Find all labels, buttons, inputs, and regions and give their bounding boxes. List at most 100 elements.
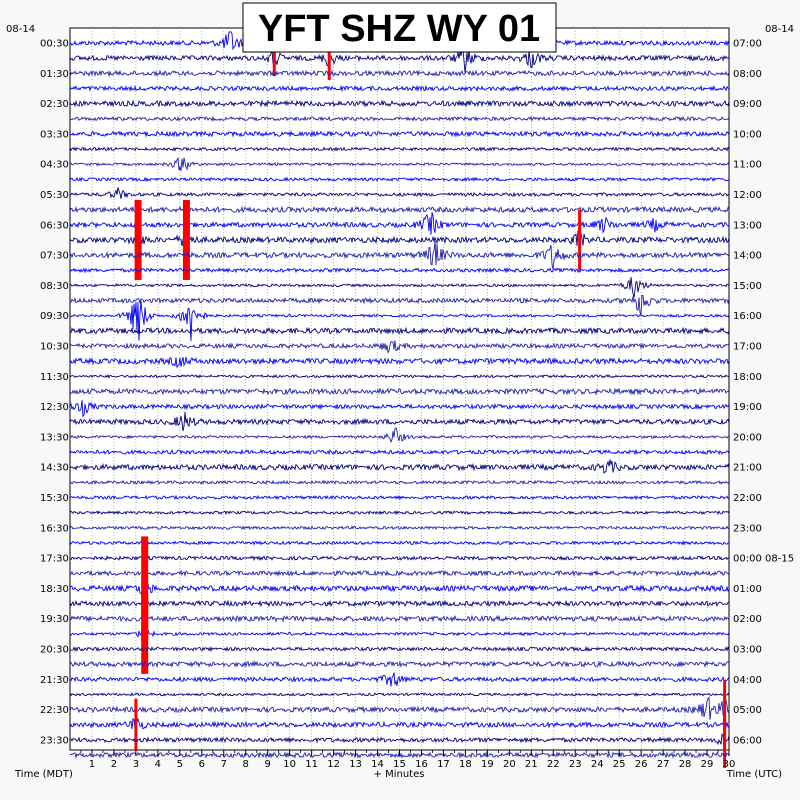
x-tick-label: 18 — [459, 759, 472, 770]
left-time-label: 10:30 — [40, 342, 69, 353]
seismic-trace — [69, 387, 730, 396]
right-time-label: 18:00 — [733, 372, 762, 383]
x-axis-label: + Minutes — [374, 769, 425, 780]
left-time-label: 08:30 — [40, 281, 69, 292]
x-tick-label: 27 — [657, 759, 670, 770]
left-time-label: 11:30 — [40, 372, 69, 383]
right-time-label: 15:00 — [733, 281, 762, 292]
left-time-label: 22:30 — [40, 705, 69, 716]
left-time-label: 09:30 — [40, 311, 69, 322]
right-time-label: 17:00 — [733, 342, 762, 353]
left-date-label: 08-14 — [6, 24, 35, 35]
left-time-label: 01:30 — [40, 69, 69, 80]
seismic-trace — [69, 187, 730, 199]
left-time-label: 14:30 — [40, 463, 69, 474]
left-time-label: 23:30 — [40, 735, 69, 746]
seismic-trace — [69, 99, 730, 108]
x-tick-label: 25 — [613, 759, 626, 770]
left-time-label: 16:30 — [40, 523, 69, 534]
x-tick-label: 17 — [437, 759, 450, 770]
clipped-event — [578, 209, 582, 270]
seismic-trace — [69, 69, 730, 78]
x-tick-label: 22 — [547, 759, 560, 770]
right-time-label: 06:00 — [733, 735, 762, 746]
seismic-traces — [69, 31, 730, 768]
seismic-trace — [69, 696, 730, 720]
x-tick-label: 19 — [481, 759, 494, 770]
seismic-trace — [69, 717, 730, 730]
seismic-trace — [69, 228, 730, 252]
seismic-trace — [69, 569, 730, 578]
seismic-trace — [69, 645, 730, 653]
x-tick-label: 2 — [111, 759, 117, 770]
seismic-trace — [69, 692, 730, 697]
seismic-trace — [69, 614, 730, 623]
seismic-trace — [69, 212, 730, 235]
seismic-trace — [69, 510, 730, 516]
x-tick-label: 11 — [305, 759, 318, 770]
seismic-trace — [69, 300, 730, 342]
left-time-label: 03:30 — [40, 129, 69, 140]
right-time-label: 13:00 — [733, 220, 762, 231]
left-time-label: 04:30 — [40, 160, 69, 171]
seismic-trace — [69, 277, 729, 298]
seismic-trace — [69, 130, 730, 138]
left-time-label: 18:30 — [40, 584, 69, 595]
right-time-label: 11:00 — [733, 160, 762, 171]
x-tick-label: 9 — [265, 759, 271, 770]
left-time-label: 15:30 — [40, 493, 69, 504]
seismic-trace — [69, 48, 730, 73]
x-tick-label: 13 — [349, 759, 362, 770]
x-tick-label: 24 — [591, 759, 604, 770]
left-time-label: 21:30 — [40, 675, 69, 686]
right-time-label: 02:00 — [733, 614, 762, 625]
x-tick-label: 15 — [393, 759, 406, 770]
seismic-trace — [70, 479, 730, 485]
right-time-label: 10:00 — [733, 129, 762, 140]
seismic-trace — [69, 411, 730, 432]
chart-title: YFT SHZ WY 01 — [258, 8, 540, 50]
seismic-trace — [69, 176, 730, 183]
seismic-trace — [69, 555, 730, 562]
clipped-event — [327, 36, 331, 81]
right-time-labels: 07:00 08:00 09:00 10:00 11:00 12:00 13:00 14:00… — [733, 39, 794, 747]
left-time-label: 05:30 — [40, 190, 69, 201]
right-time-label: 21:00 — [733, 463, 762, 474]
seismic-trace — [69, 295, 730, 316]
seismic-trace — [69, 267, 730, 274]
x-axis-label-left: Time (MDT) — [14, 769, 73, 780]
seismic-trace — [69, 540, 730, 546]
seismic-trace — [69, 115, 730, 122]
seismic-trace — [69, 146, 730, 152]
right-time-label: 20:00 — [733, 432, 762, 443]
seismic-trace — [69, 672, 730, 687]
seismic-trace — [69, 448, 730, 456]
seismic-trace — [70, 156, 730, 172]
x-tick-label: 7 — [221, 759, 227, 770]
x-tick-label: 8 — [243, 759, 249, 770]
left-time-label: 20:30 — [40, 645, 69, 656]
right-time-label: 07:00 — [733, 39, 762, 50]
right-date-label: 08-14 — [765, 24, 794, 35]
seismic-trace — [69, 579, 730, 596]
seismic-trace — [69, 525, 730, 531]
left-time-label: 12:30 — [40, 402, 69, 413]
x-tick-label: 21 — [525, 759, 538, 770]
x-axis-label-right: Time (UTC) — [726, 769, 782, 780]
clipped-event — [134, 698, 138, 751]
seismic-trace — [69, 340, 730, 354]
x-tick-label: 29 — [701, 759, 714, 770]
seismic-trace — [69, 660, 730, 668]
right-time-label: 03:00 — [733, 645, 762, 656]
x-tick-label: 10 — [283, 759, 296, 770]
x-tick-label: 12 — [327, 759, 340, 770]
x-tick-label: 20 — [503, 759, 516, 770]
right-time-label: 16:00 — [733, 311, 762, 322]
right-time-label: 23:00 — [733, 523, 762, 534]
left-time-label: 00:30 — [40, 39, 69, 50]
seismic-trace — [69, 356, 730, 369]
left-time-label: 19:30 — [40, 614, 69, 625]
right-time-label: 04:00 — [733, 675, 762, 686]
seismic-trace — [69, 84, 730, 93]
seismic-trace — [69, 426, 730, 444]
